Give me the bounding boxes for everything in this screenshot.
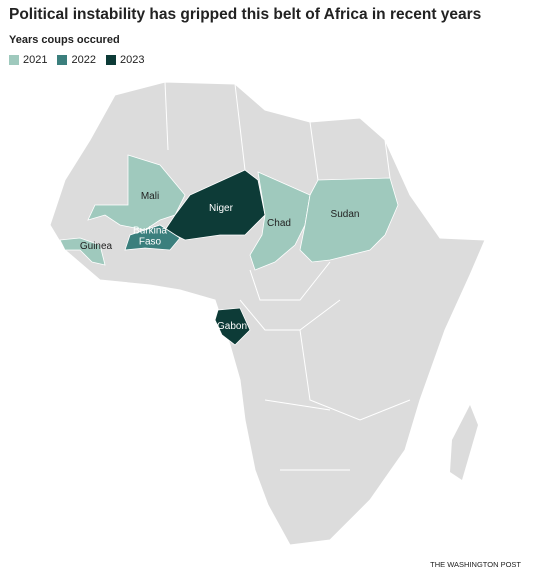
- country-shape: [59, 237, 106, 266]
- country-shape: [87, 154, 186, 231]
- title: Political instability has gripped this b…: [9, 6, 482, 23]
- africa: [49, 81, 486, 546]
- regions: [59, 154, 399, 346]
- country-label-line: Chad: [267, 218, 291, 229]
- country-label-line: Mali: [141, 191, 159, 202]
- country-label: Chad: [267, 218, 291, 229]
- country-label: Mali: [141, 191, 159, 202]
- legend-label: 2021: [23, 54, 48, 66]
- country-shape: [124, 224, 181, 251]
- country-label: Niger: [209, 203, 234, 214]
- labels: Mali Niger Chad Sudan Guinea Burkina Faso…: [80, 191, 360, 332]
- legend-label: 2023: [119, 54, 145, 66]
- country-label: Sudan: [331, 209, 360, 220]
- country-label: Guinea: [80, 241, 113, 252]
- country-label: Burkina Faso: [133, 225, 167, 247]
- legend-title: Years coups occured: [9, 34, 120, 46]
- madagascar: [450, 405, 478, 480]
- country-label: Gabon: [217, 321, 247, 332]
- country-label-line: Gabon: [217, 321, 247, 332]
- country-shape: [214, 307, 251, 346]
- country-label-line: Faso: [139, 236, 162, 247]
- legend-label: 2022: [71, 54, 96, 66]
- legend-swatch: [105, 55, 116, 65]
- country-label-line: Guinea: [80, 241, 113, 252]
- country-shape: [299, 177, 399, 263]
- country-label-line: Sudan: [331, 209, 360, 220]
- country-label-line: Burkina: [133, 225, 167, 236]
- legend-entry: 2021: [9, 54, 47, 66]
- legend-entry: 2022: [57, 54, 96, 66]
- legend-entry: 2023: [105, 54, 145, 66]
- borders: [164, 81, 411, 471]
- source: THE WASHINGTON POST: [430, 560, 521, 569]
- country-shape: [164, 169, 266, 241]
- legend-swatch: [57, 55, 68, 65]
- legend: 2021 2022 2023: [9, 54, 144, 66]
- country-label-line: Niger: [209, 203, 234, 214]
- legend-swatch: [9, 55, 19, 65]
- border: [164, 81, 411, 471]
